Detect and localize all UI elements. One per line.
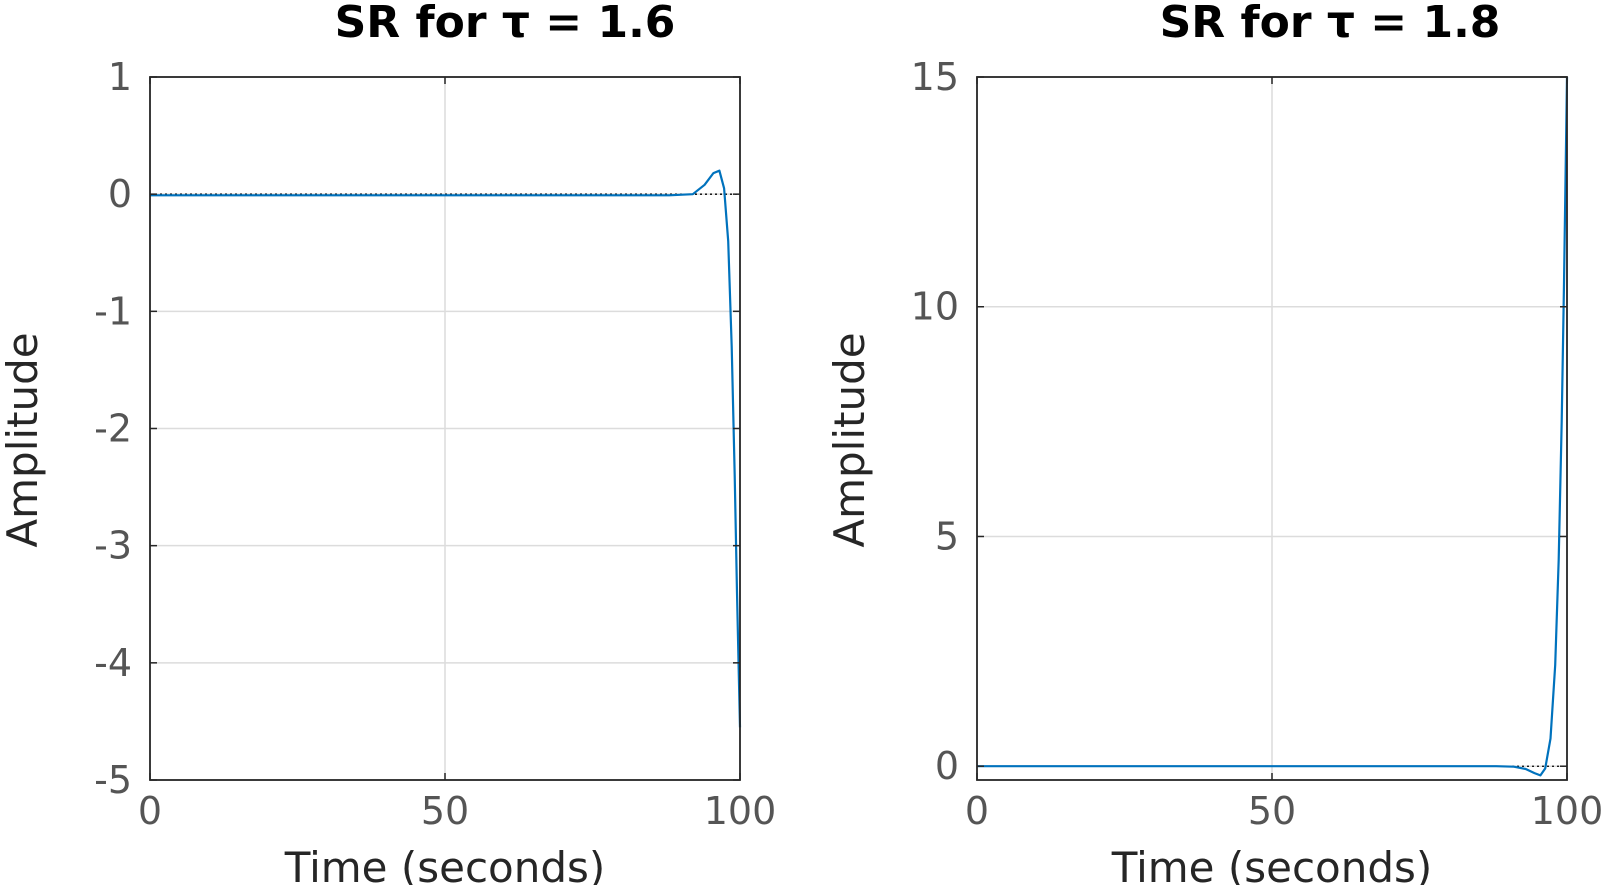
series-line <box>150 169 742 728</box>
y-tick-label: 10 <box>911 285 959 329</box>
chart-title: SR for τ = 1.6 <box>335 0 676 48</box>
x-tick-label: 0 <box>965 789 989 833</box>
y-tick-label: -4 <box>94 641 132 685</box>
y-tick-label: -3 <box>94 524 132 568</box>
x-tick-label: 50 <box>421 789 469 833</box>
x-axis-label: Time (seconds) <box>1111 843 1433 885</box>
y-tick-label: -2 <box>94 407 132 451</box>
y-tick-label: 5 <box>935 514 959 558</box>
y-tick-label: -1 <box>94 289 132 333</box>
y-axis-label: Amplitude <box>825 332 874 547</box>
y-tick-label: -5 <box>94 758 132 802</box>
x-tick-label: 100 <box>1531 789 1604 833</box>
series-line <box>977 76 1569 777</box>
y-tick-label: 15 <box>911 55 959 99</box>
chart-left: 0 50 100 1 0 -1 -2 -3 -4 -5 SR for τ = 1.6 Time (se… <box>0 0 776 885</box>
chart-title: SR for τ = 1.8 <box>1160 0 1501 48</box>
y-tick-label: 1 <box>108 55 132 99</box>
y-axis-label: Amplitude <box>0 332 47 547</box>
y-tick-label: 0 <box>935 744 959 788</box>
y-tick-label: 0 <box>108 172 132 216</box>
x-tick-label: 0 <box>138 789 162 833</box>
x-tick-label: 100 <box>704 789 777 833</box>
x-tick-label: 50 <box>1248 789 1296 833</box>
x-axis-label: Time (seconds) <box>284 843 606 885</box>
